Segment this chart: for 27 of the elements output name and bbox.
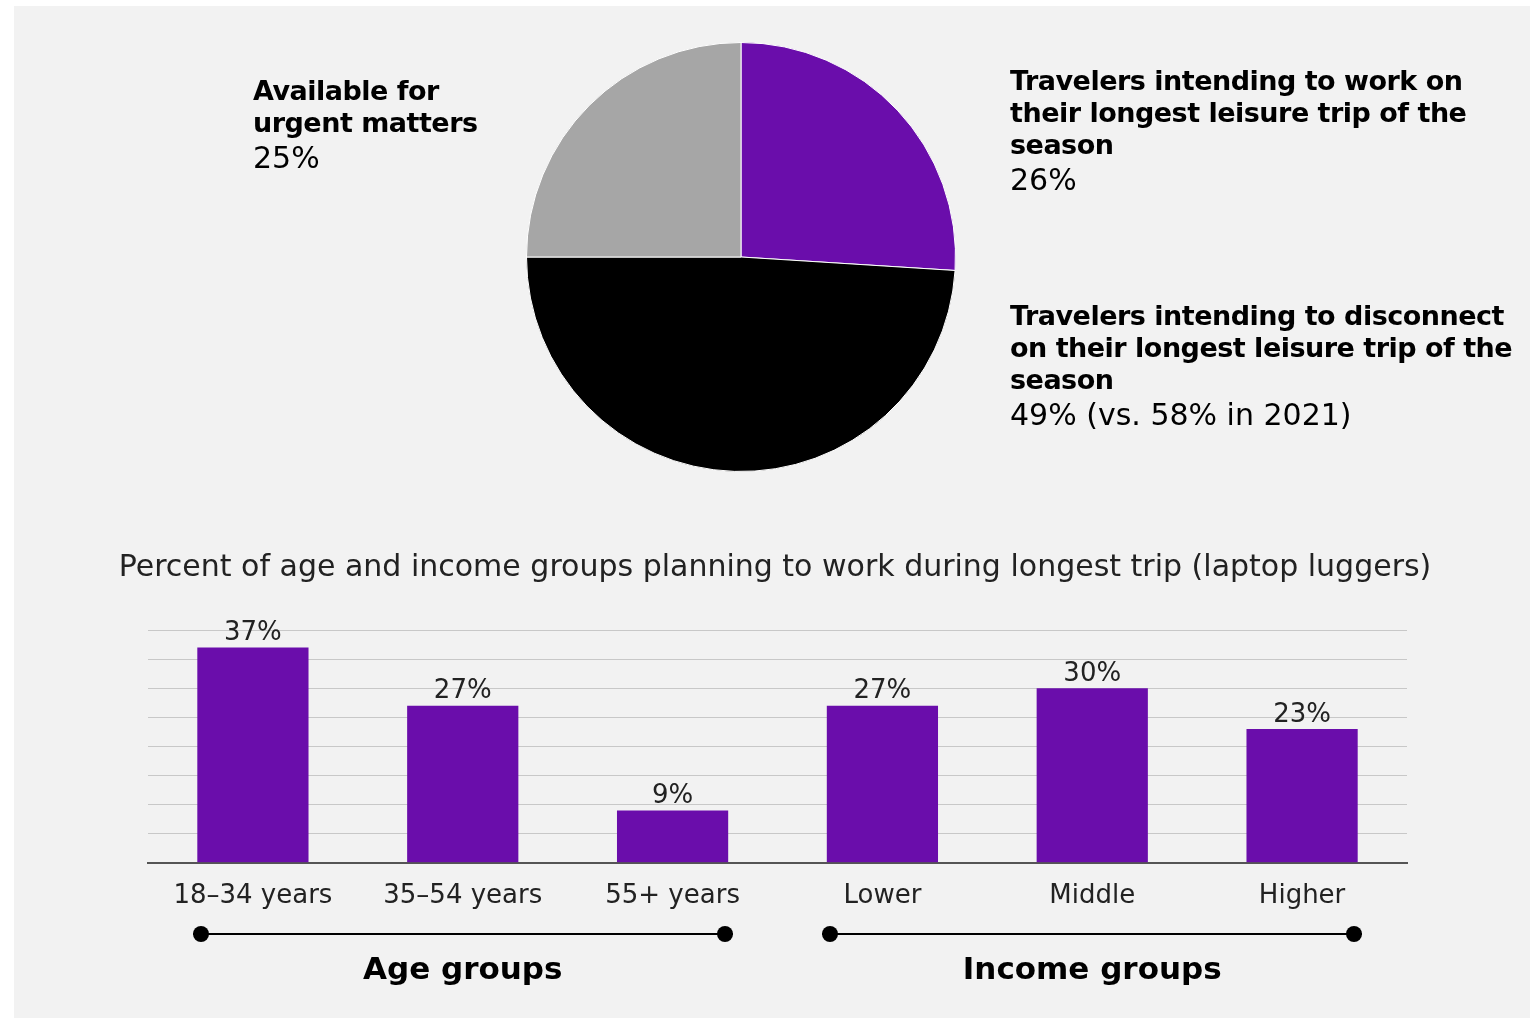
bar	[197, 647, 309, 863]
data-label: 9%	[651, 779, 694, 810]
data-label: 49% (vs. 58% in 2021)	[1010, 396, 1353, 434]
data-label: 25%	[253, 139, 321, 177]
data-label: 26%	[1010, 161, 1078, 199]
slice-label: Travelers intending to disconnect on their longest leisure trip of the season	[1010, 300, 1514, 396]
bar	[826, 705, 939, 863]
data-label: 27%	[433, 674, 492, 705]
slice-label: Available for urgent matters	[253, 75, 479, 139]
text: Income groups	[961, 950, 1223, 986]
chart-title: Percent of age and income groups planning to work during longest trip (laptop luggers)	[117, 548, 1433, 583]
x-tick-label: Higher	[1258, 879, 1346, 910]
bar	[407, 705, 519, 863]
x-tick-label: Middle	[1049, 879, 1136, 910]
x-tick-label: Lower	[843, 879, 922, 910]
bar	[1246, 728, 1358, 863]
x-tick-label: 55+ years	[605, 879, 740, 910]
text: Age groups	[362, 950, 564, 986]
data-label: 23%	[1273, 697, 1331, 728]
data-label: 27%	[853, 674, 912, 705]
bar	[1036, 688, 1148, 863]
slice-label: Travelers intending to work on their longest leisure trip of the season	[1010, 65, 1468, 161]
data-label: 37%	[224, 616, 282, 647]
data-label: 30%	[1063, 656, 1122, 687]
x-tick-label: 18–34 years	[173, 879, 333, 910]
bar	[616, 810, 729, 863]
x-tick-label: 35–54 years	[383, 879, 543, 910]
